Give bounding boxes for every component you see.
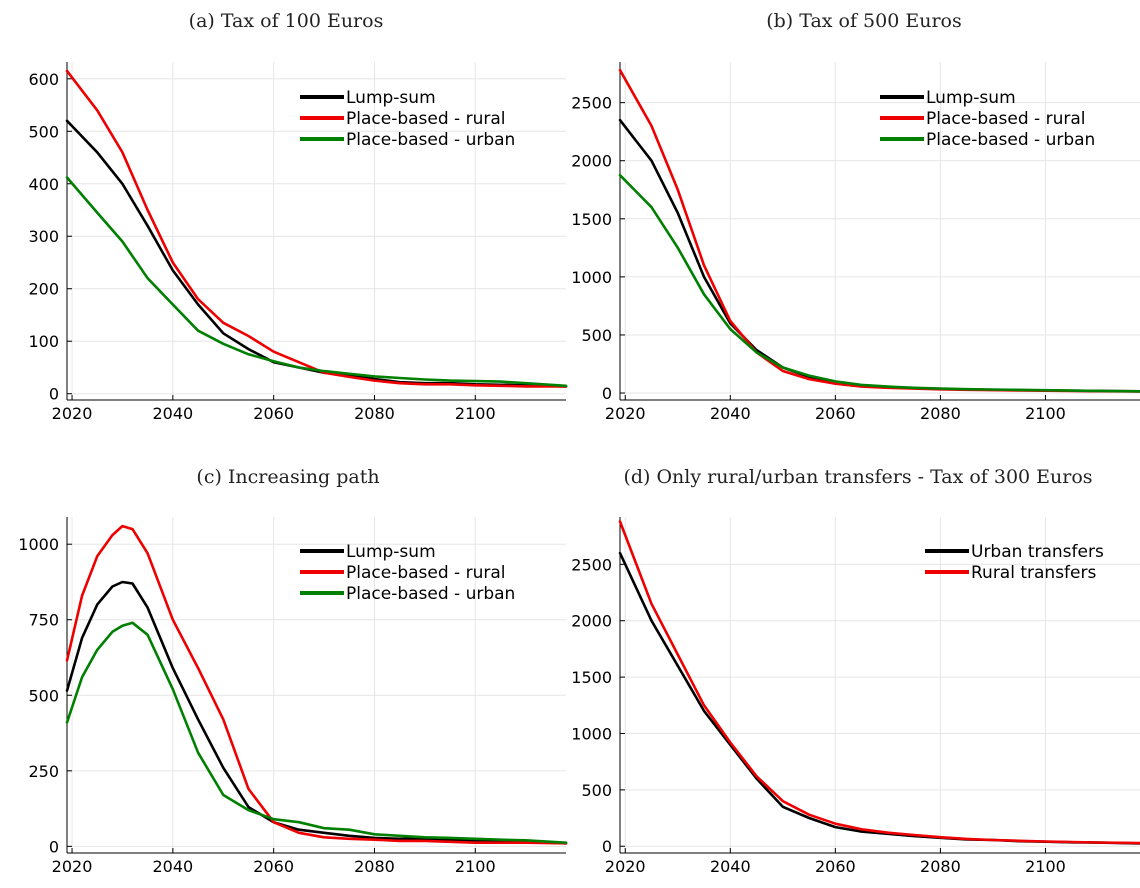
legend-label: Place-based - rural (926, 109, 1085, 129)
y-tick-label: 1000 (571, 724, 612, 743)
y-tick-label: 0 (602, 837, 612, 856)
y-tick-label: 200 (28, 280, 59, 299)
legend-label: Rural transfers (971, 563, 1096, 583)
series-line-1 (65, 119, 568, 388)
legend-label: Lump-sum (346, 88, 436, 108)
series-line-2 (65, 69, 568, 388)
y-tick-label: 0 (49, 385, 59, 404)
x-tick-label: 2040 (152, 404, 193, 423)
legend-label: Lump-sum (926, 88, 1016, 108)
x-tick-label: 2100 (455, 404, 496, 423)
x-tick-label: 2080 (920, 404, 961, 423)
y-tick-label: 300 (28, 227, 59, 246)
y-tick-label: 100 (28, 332, 59, 351)
x-tick-label: 2080 (354, 857, 395, 876)
legend-label: Place-based - rural (346, 563, 505, 583)
y-tick-label: 2000 (571, 612, 612, 631)
y-tick-label: 600 (28, 70, 59, 89)
series-line-2 (618, 520, 1140, 845)
x-tick-label: 2060 (815, 404, 856, 423)
y-tick-label: 1500 (571, 668, 612, 687)
x-tick-label: 2040 (710, 857, 751, 876)
y-tick-label: 2000 (571, 152, 612, 171)
chart-panel-3: (c) Increasing path 2020 2040 2060 2080 2100 0… (18, 466, 568, 876)
x-tick-label: 2060 (815, 857, 856, 876)
y-tick-label: 500 (581, 326, 612, 345)
legend-label: Urban transfers (971, 542, 1104, 562)
series-line-3 (65, 176, 568, 388)
y-tick-label: 0 (602, 384, 612, 403)
y-tick-label: 750 (28, 611, 59, 630)
legend-label: Place-based - urban (346, 584, 515, 604)
x-tick-label: 2020 (52, 404, 93, 423)
legend-label: Place-based - rural (346, 109, 505, 129)
y-tick-label: 500 (28, 686, 59, 705)
y-tick-label: 500 (28, 122, 59, 141)
x-tick-label: 2100 (455, 857, 496, 876)
chart-panel-2: (b) Tax of 500 Euros 2020 2040 2060 2080 2100… (571, 10, 1140, 423)
series-line-2 (65, 524, 568, 845)
panel-title: (d) Only rural/urban transfers - Tax of … (623, 466, 1092, 488)
series-line-1 (65, 580, 568, 845)
x-tick-label: 2060 (253, 857, 294, 876)
x-tick-label: 2100 (1025, 404, 1066, 423)
y-tick-label: 2500 (571, 94, 612, 113)
panel-title: (c) Increasing path (196, 466, 379, 488)
series-line-1 (618, 551, 1140, 845)
x-tick-label: 2080 (920, 857, 961, 876)
y-tick-label: 1000 (571, 268, 612, 287)
y-tick-label: 400 (28, 175, 59, 194)
legend-label: Place-based - urban (926, 130, 1095, 150)
panel-title: (a) Tax of 100 Euros (189, 10, 384, 32)
x-tick-label: 2080 (354, 404, 395, 423)
x-tick-label: 2100 (1025, 857, 1066, 876)
y-tick-label: 1000 (18, 535, 59, 554)
y-tick-label: 2500 (571, 555, 612, 574)
legend-label: Place-based - urban (346, 130, 515, 150)
series-line-3 (65, 621, 568, 845)
y-tick-label: 250 (28, 762, 59, 781)
y-tick-label: 500 (581, 781, 612, 800)
x-tick-label: 2040 (152, 857, 193, 876)
x-tick-label: 2020 (605, 857, 646, 876)
legend-label: Lump-sum (346, 542, 436, 562)
series-line-3 (618, 173, 1140, 393)
y-tick-label: 0 (49, 837, 59, 856)
x-tick-label: 2020 (605, 404, 646, 423)
x-tick-label: 2020 (52, 857, 93, 876)
panel-title: (b) Tax of 500 Euros (766, 10, 962, 32)
x-tick-label: 2060 (253, 404, 294, 423)
x-tick-label: 2040 (710, 404, 751, 423)
chart-panel-1: (a) Tax of 100 Euros 2020 2040 2060 2080 2100… (28, 10, 568, 423)
chart-panel-4: (d) Only rural/urban transfers - Tax of … (571, 466, 1140, 876)
y-tick-label: 1500 (571, 210, 612, 229)
